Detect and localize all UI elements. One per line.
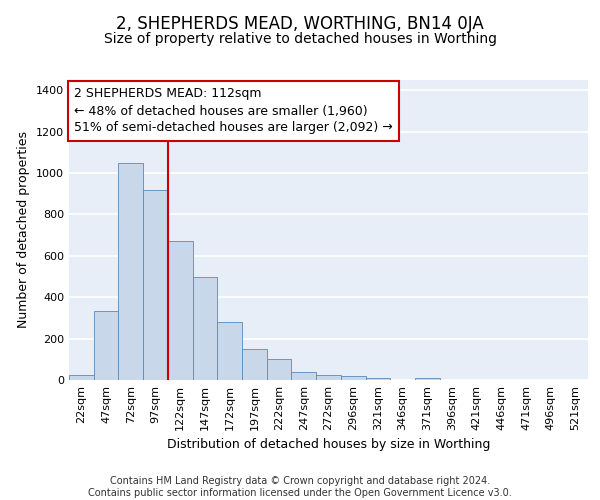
- Text: 2, SHEPHERDS MEAD, WORTHING, BN14 0JA: 2, SHEPHERDS MEAD, WORTHING, BN14 0JA: [116, 15, 484, 33]
- Text: Contains HM Land Registry data © Crown copyright and database right 2024.
Contai: Contains HM Land Registry data © Crown c…: [88, 476, 512, 498]
- Text: Size of property relative to detached houses in Worthing: Size of property relative to detached ho…: [104, 32, 497, 46]
- Bar: [69, 376, 94, 380]
- Bar: [267, 358, 292, 380]
- Bar: [118, 163, 143, 380]
- Bar: [168, 242, 193, 380]
- X-axis label: Distribution of detached houses by size in Worthing: Distribution of detached houses by size …: [167, 438, 490, 452]
- Bar: [415, 378, 440, 380]
- Bar: [292, 372, 316, 380]
- Bar: [193, 276, 217, 380]
- Bar: [94, 310, 118, 380]
- Bar: [143, 190, 168, 380]
- Bar: [341, 376, 365, 380]
- Text: 2 SHEPHERDS MEAD: 112sqm
← 48% of detached houses are smaller (1,960)
51% of sem: 2 SHEPHERDS MEAD: 112sqm ← 48% of detach…: [74, 88, 393, 134]
- Bar: [365, 378, 390, 380]
- Bar: [316, 376, 341, 380]
- Bar: [242, 348, 267, 380]
- Bar: [217, 322, 242, 380]
- Y-axis label: Number of detached properties: Number of detached properties: [17, 132, 31, 328]
